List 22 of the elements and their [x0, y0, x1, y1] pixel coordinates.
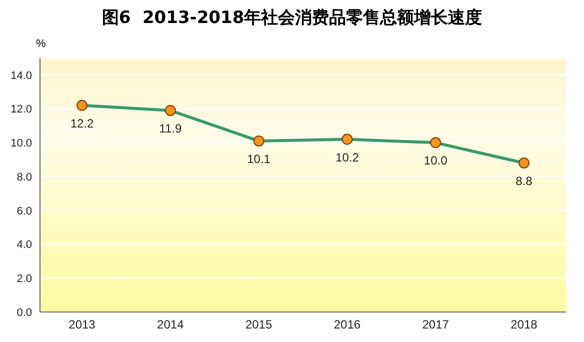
chart-title: 图6 2013-2018年社会消费品零售总额增长速度	[100, 7, 484, 29]
y-tick-label: 10.0	[10, 138, 32, 150]
x-tick-label: 2013	[68, 318, 96, 332]
data-label: 12.2	[70, 116, 94, 130]
y-axis-title: %	[36, 38, 46, 50]
data-label: 10.0	[424, 154, 448, 168]
data-label: 10.2	[336, 150, 360, 164]
data-label: 10.1	[247, 152, 271, 166]
x-tick-label: 2015	[245, 318, 272, 332]
y-tick-label: 0.0	[16, 306, 32, 319]
x-tick-label: 2017	[422, 318, 450, 332]
x-tick-label: 2014	[157, 318, 184, 332]
data-label: 11.9	[159, 121, 182, 136]
x-tick-label: 2018	[510, 318, 538, 332]
y-tick-label: 8.0	[16, 171, 32, 184]
y-tick-label: 4.0	[16, 239, 32, 252]
x-tick-label: 2016	[334, 318, 361, 332]
y-tick-label: 6.0	[16, 205, 32, 218]
y-tick-label: 14.0	[10, 70, 32, 82]
y-tick-label: 12.0	[10, 104, 32, 116]
data-label: 8.8	[516, 174, 533, 188]
y-tick-label: 2.0	[16, 273, 32, 286]
